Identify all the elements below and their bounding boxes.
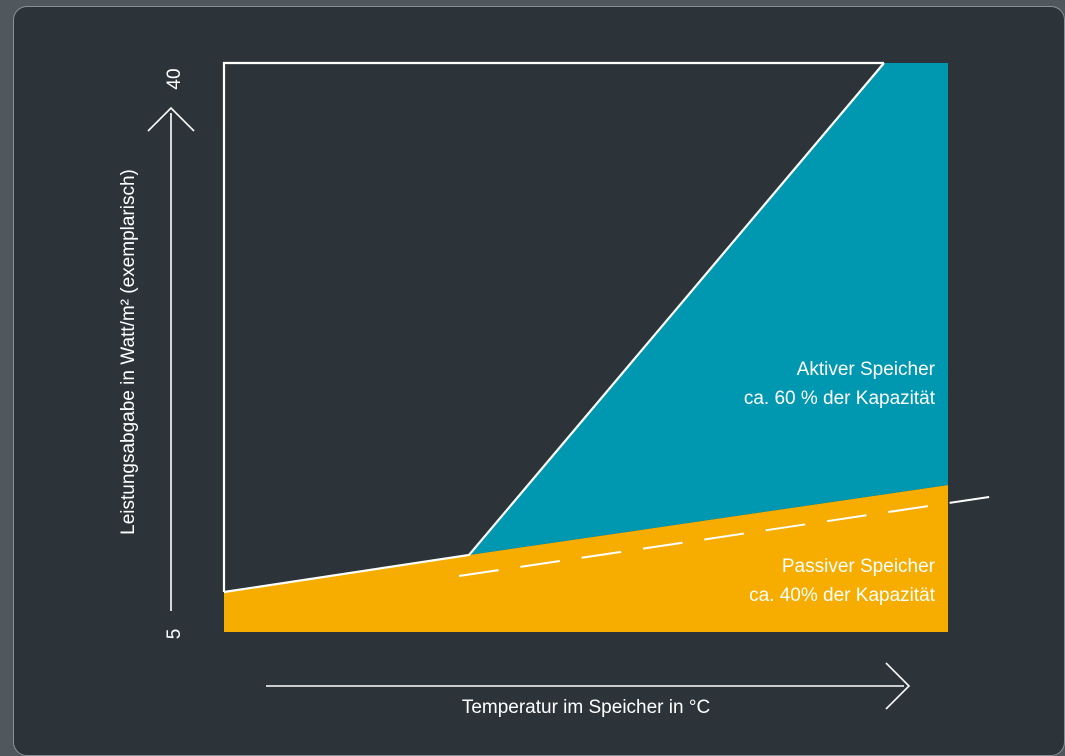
- passive-region-label-line1: Passiver Speicher: [782, 556, 936, 577]
- chart-panel: 40 5 Leistungsabgabe in Watt/m² (exempla…: [13, 6, 1065, 756]
- passive-region-label-line2: ca. 40% der Kapazität: [749, 585, 936, 606]
- x-axis-title: Temperatur im Speicher in °C: [462, 697, 710, 718]
- active-region-label-line2: ca. 60 % der Kapazität: [744, 388, 936, 409]
- chart-svg: 40 5 Leistungsabgabe in Watt/m² (exempla…: [14, 7, 1065, 756]
- active-region: [469, 63, 948, 555]
- y-tick-label-5: 5: [164, 629, 185, 640]
- active-region-label-line1: Aktiver Speicher: [797, 359, 936, 380]
- y-tick-label-40: 40: [164, 68, 185, 89]
- y-axis-title: Leistungsabgabe in Watt/m² (exemplarisch…: [118, 169, 139, 535]
